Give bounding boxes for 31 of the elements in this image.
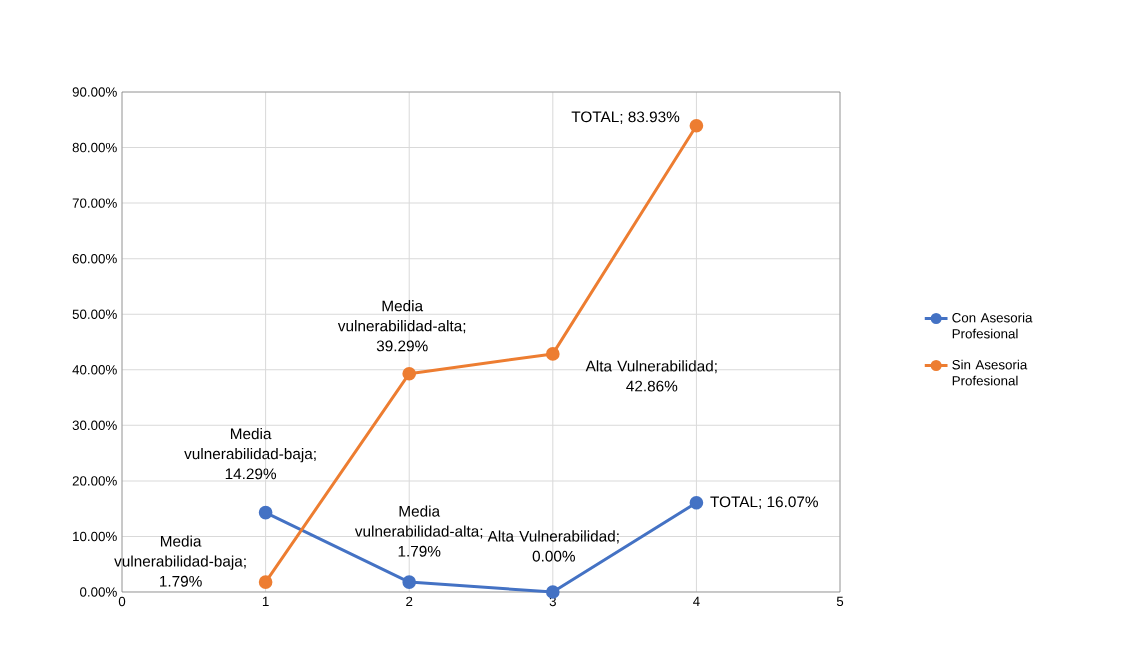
data-label: TOTAL; 16.07%: [710, 496, 818, 510]
y-tick-label: 20.00%: [72, 476, 117, 486]
point: [545, 347, 560, 361]
data-label: Media vulnerabilidad-alta; 39.29%: [337, 300, 466, 352]
legend-label: Sin Asesoria Profesional: [952, 359, 1028, 386]
y-tick-label: 90.00%: [72, 87, 117, 97]
data-label: Media vulnerabilidad-baja; 14.29%: [184, 427, 316, 480]
y-tick-label: 80.00%: [72, 142, 117, 153]
x-tick-label: 1: [262, 596, 269, 606]
data-label: Media vulnerabilidad-alta; 1.79%: [354, 505, 483, 557]
y-tick-label: 60.00%: [72, 253, 117, 264]
y-tick-label: 30.00%: [72, 420, 117, 431]
point: [258, 575, 273, 589]
y-tick-label: 40.00%: [72, 365, 117, 375]
point: [689, 495, 704, 510]
y-tick-label: 0.00%: [80, 587, 117, 597]
legend-label: Con Asesoria Profesional: [952, 312, 1033, 339]
data-label: Alta Vulnerabilidad; 42.86%: [585, 360, 717, 392]
x-tick-label: 2: [406, 596, 413, 607]
point: [402, 366, 417, 381]
x-tick-label: 4: [693, 596, 700, 606]
y-tick-label: 70.00%: [72, 198, 117, 208]
x-tick-label: 0: [118, 596, 126, 607]
point: [402, 575, 417, 589]
y-tick-label: 50.00%: [72, 309, 117, 319]
data-label: Alta Vulnerabilidad; 0.00%: [487, 530, 619, 562]
point: [689, 118, 704, 133]
point: [258, 505, 273, 520]
x-tick-label: 5: [836, 596, 844, 607]
point: [545, 585, 560, 599]
data-label: TOTAL; 83.93%: [571, 111, 680, 125]
